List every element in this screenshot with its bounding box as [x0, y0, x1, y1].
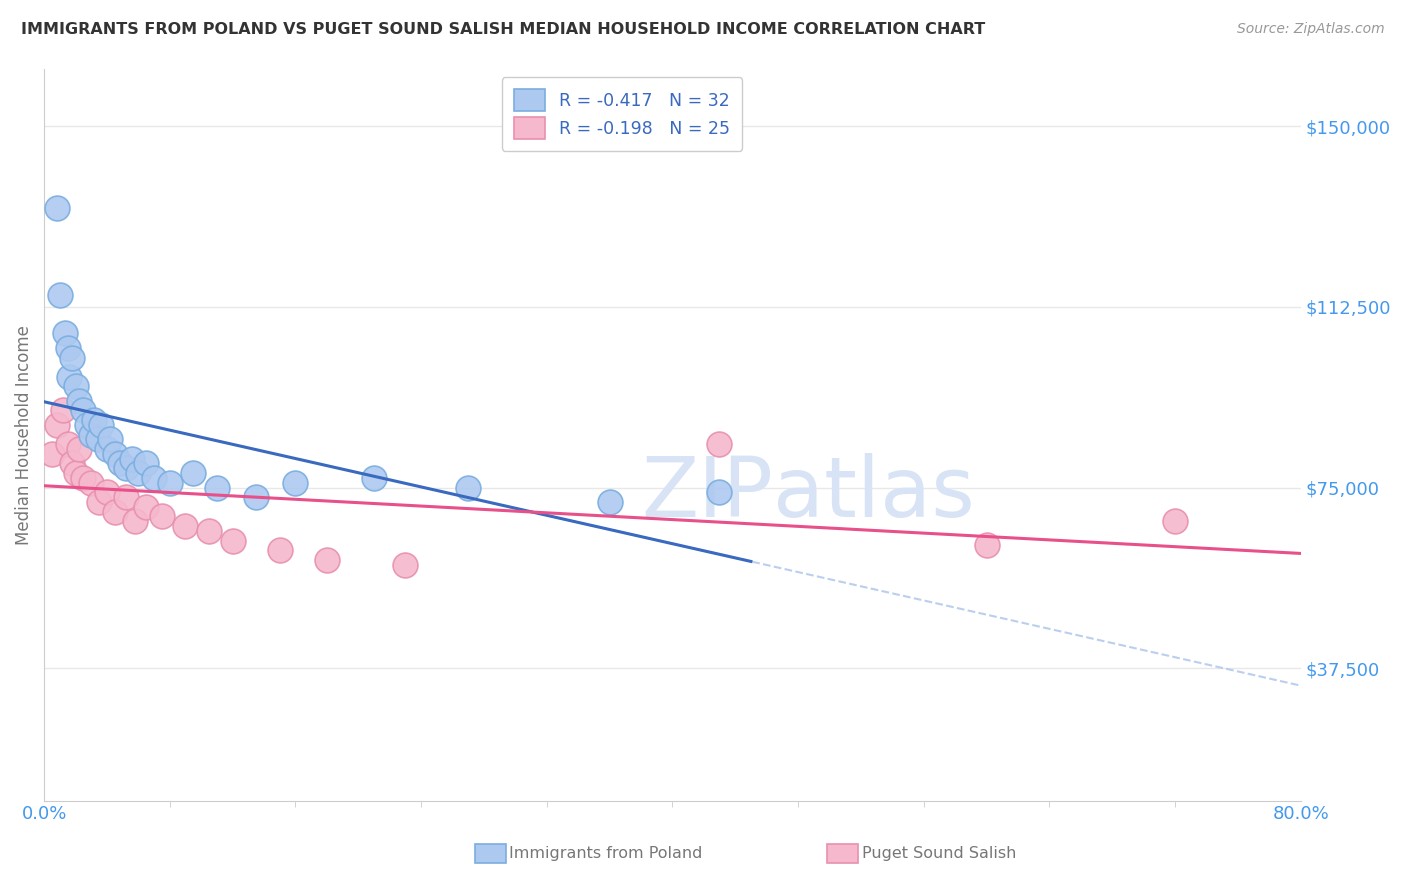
Point [53, 326, 76, 341]
Text: IMMIGRANTS FROM POLAND VS PUGET SOUND SALISH MEDIAN HOUSEHOLD INCOME CORRELATION: IMMIGRANTS FROM POLAND VS PUGET SOUND SA… [21, 22, 986, 37]
Point [363, 471, 385, 485]
Point [96, 442, 118, 456]
Point [181, 466, 204, 480]
Point [976, 538, 998, 552]
Point [90, 417, 112, 432]
Point [86, 433, 108, 447]
Point [67, 442, 90, 456]
Point [599, 495, 621, 509]
Point [108, 457, 131, 471]
Point [394, 558, 416, 572]
Point [150, 509, 173, 524]
Text: ZIP: ZIP [641, 452, 773, 533]
Point [76, 417, 98, 432]
Point [245, 490, 267, 504]
Point [80, 427, 103, 442]
Point [135, 457, 157, 471]
Text: Immigrants from Poland: Immigrants from Poland [509, 847, 703, 861]
Point [56, 437, 79, 451]
Point [135, 500, 157, 514]
Point [83, 413, 105, 427]
Point [198, 524, 221, 538]
Point [98, 433, 121, 447]
Point [709, 437, 731, 451]
Point [114, 461, 136, 475]
Point [45, 417, 67, 432]
Point [65, 466, 87, 480]
Point [96, 485, 118, 500]
Point [60, 457, 83, 471]
Point [709, 485, 731, 500]
Point [104, 447, 127, 461]
Point [104, 505, 127, 519]
Text: Source: ZipAtlas.com: Source: ZipAtlas.com [1237, 22, 1385, 37]
Point [159, 475, 181, 490]
Point [127, 466, 149, 480]
Point [67, 393, 90, 408]
Point [49, 288, 72, 302]
Text: Puget Sound Salish: Puget Sound Salish [862, 847, 1017, 861]
Point [45, 201, 67, 215]
Point [457, 481, 479, 495]
Text: atlas: atlas [773, 452, 974, 533]
Point [72, 471, 94, 485]
Point [114, 490, 136, 504]
Point [41, 447, 63, 461]
Point [56, 341, 79, 355]
Point [284, 475, 307, 490]
Point [58, 369, 80, 384]
Point [121, 451, 143, 466]
Point [60, 351, 83, 365]
Point [205, 481, 228, 495]
Point [269, 543, 291, 558]
Point [143, 471, 166, 485]
Point [87, 495, 110, 509]
Point [65, 379, 87, 393]
Point [221, 533, 243, 548]
Legend: R = -0.417   N = 32, R = -0.198   N = 25: R = -0.417 N = 32, R = -0.198 N = 25 [502, 78, 742, 151]
Point [315, 553, 337, 567]
Y-axis label: Median Household Income: Median Household Income [15, 325, 32, 544]
Point [80, 475, 103, 490]
Point [124, 514, 146, 528]
Point [72, 403, 94, 417]
Point [1164, 514, 1187, 528]
Point [52, 403, 75, 417]
Point [174, 519, 197, 533]
